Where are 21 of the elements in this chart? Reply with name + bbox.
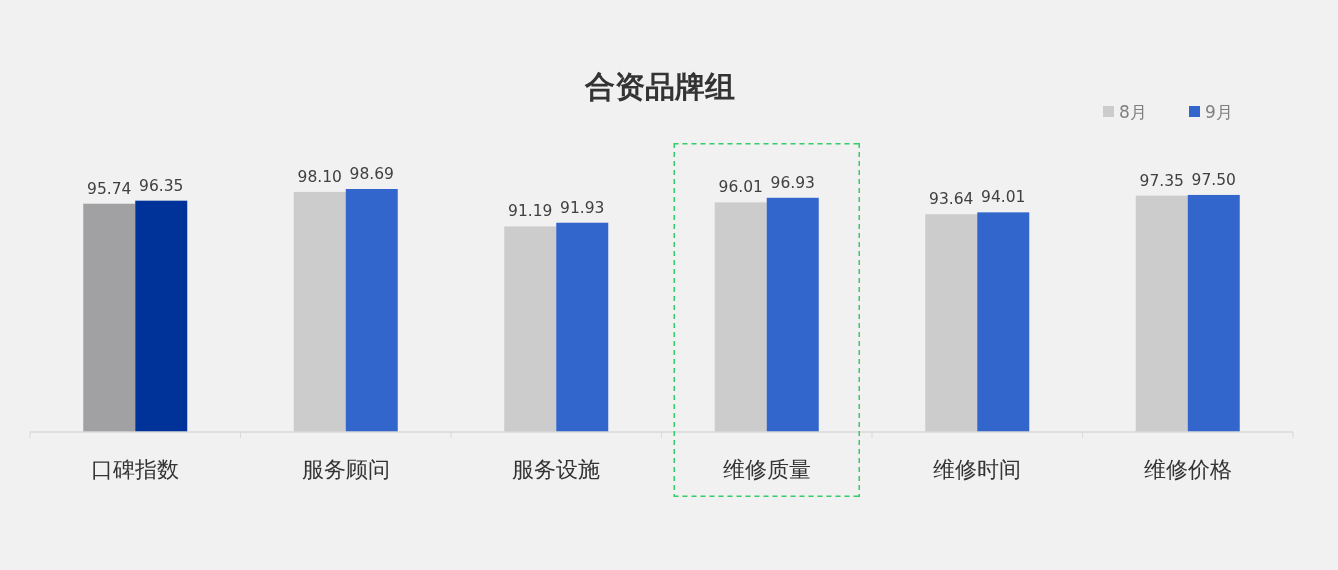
data-label: 96.93 bbox=[770, 173, 815, 192]
legend-label: 8月 bbox=[1119, 102, 1147, 122]
chart-title: 合资品牌组 bbox=[584, 69, 735, 104]
x-tick-label: 服务顾问 bbox=[301, 457, 390, 482]
data-label: 94.01 bbox=[981, 188, 1026, 207]
x-tick-label: 维修时间 bbox=[933, 457, 1022, 482]
data-label: 91.19 bbox=[508, 202, 553, 221]
data-label: 98.10 bbox=[297, 167, 342, 186]
x-tick-label: 维修价格 bbox=[1143, 457, 1232, 482]
data-label: 91.93 bbox=[560, 198, 605, 217]
data-label: 96.01 bbox=[718, 178, 763, 197]
data-label: 96.35 bbox=[139, 176, 184, 195]
x-tick-label: 服务设施 bbox=[512, 457, 601, 482]
data-label: 95.74 bbox=[87, 179, 132, 198]
data-label: 93.64 bbox=[929, 190, 974, 209]
data-label: 97.50 bbox=[1191, 170, 1236, 189]
data-label: 97.35 bbox=[1139, 171, 1184, 190]
x-tick-label: 口碑指数 bbox=[91, 457, 180, 482]
x-tick-label: 维修质量 bbox=[722, 457, 811, 482]
legend-label: 9月 bbox=[1205, 102, 1233, 122]
data-label: 98.69 bbox=[349, 165, 394, 183]
